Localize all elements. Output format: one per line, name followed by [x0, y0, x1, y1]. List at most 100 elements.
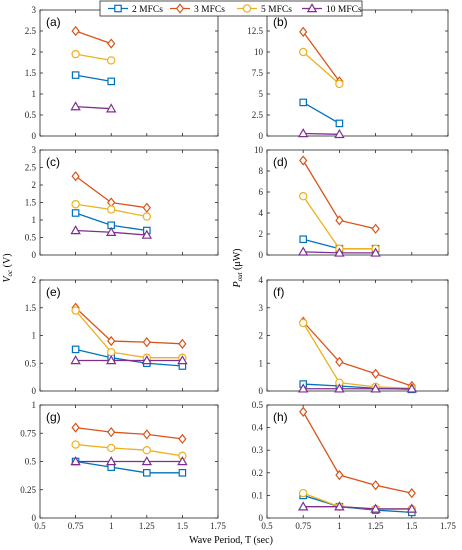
y-tick-label: 10 [254, 145, 264, 155]
data-point [71, 440, 80, 449]
data-point [105, 355, 117, 365]
data-point [142, 202, 151, 213]
data-point [335, 356, 344, 368]
data-point [141, 229, 153, 239]
y-tick-label: 0.2 [252, 468, 263, 478]
legend-box [99, 0, 363, 17]
y-tick-label: 3 [259, 303, 264, 313]
series-10-mfcs [297, 501, 418, 513]
y-tick-label: 2 [32, 275, 37, 285]
y-tick-label: 2.5 [252, 110, 264, 120]
series-line [75, 460, 183, 474]
series-line [303, 132, 340, 135]
legend-item-3-mfcs: 3 MFCs [170, 3, 225, 15]
data-point [299, 26, 308, 38]
series-5-mfcs [71, 440, 187, 461]
y-tick-label: 2 [259, 229, 264, 239]
y-tick-label: 1 [32, 215, 37, 225]
legend-marker [306, 3, 318, 13]
data-point [177, 355, 188, 365]
x-tick-label: 0.75 [68, 521, 84, 531]
y-tick-label: 12.5 [247, 26, 263, 36]
panel-e: 0 0.5 1 1.5 2 (e) [25, 275, 219, 396]
y-axis-label-right: Pout (μW) [232, 248, 244, 288]
x-tick-label: 1.75 [210, 521, 226, 531]
data-point [71, 25, 80, 37]
x-tick-label: 0.75 [295, 521, 311, 531]
series-10-mfcs [297, 128, 345, 139]
y-tick-label: 0.5 [25, 110, 37, 120]
y-tick-label: 1.5 [25, 68, 37, 78]
data-point [297, 128, 309, 138]
y-tick-label: 0 [32, 250, 37, 260]
data-point [105, 103, 117, 113]
y-tick-label: 0 [32, 131, 37, 141]
series-line [303, 506, 412, 510]
series-10-mfcs [70, 355, 188, 365]
data-point [370, 383, 381, 393]
data-point [407, 487, 416, 499]
y-tick-label: 0 [259, 513, 264, 523]
series-5-mfcs [299, 47, 344, 89]
x-tick-label: 1.25 [368, 521, 384, 531]
series-3-mfcs [299, 406, 416, 499]
y-tick-label: 6 [259, 187, 264, 197]
legend-label: 2 MFCs [132, 5, 163, 15]
data-point [297, 246, 309, 256]
panel-c: 0 0.5 1 1.5 2 2.5 3 (c) [25, 145, 219, 260]
data-point [178, 469, 187, 477]
data-point [71, 49, 80, 59]
data-point [71, 171, 80, 182]
legend-marker [114, 4, 122, 13]
y-tick-label: 0 [259, 131, 264, 141]
data-point [299, 488, 308, 498]
data-point [406, 503, 418, 513]
data-point [106, 205, 116, 214]
y-axis-label-left: Voc (V) [2, 253, 14, 282]
series-3-mfcs [299, 26, 344, 87]
data-point [335, 119, 344, 128]
axes-box-d [266, 149, 449, 256]
data-point [178, 433, 187, 445]
panel-label: (c) [46, 155, 60, 169]
y-tick-label: 2.5 [25, 26, 37, 36]
legend-marker [242, 4, 252, 13]
data-point [105, 226, 117, 236]
y-tick-label: 3 [32, 145, 37, 155]
data-point [297, 383, 309, 393]
legend-label: 3 MFCs [194, 5, 225, 15]
series-line [75, 443, 183, 457]
data-point [107, 335, 116, 347]
panel-f: 0 1 2 3 4 (f) [259, 275, 449, 396]
axes-box-c [39, 149, 219, 256]
data-point [142, 429, 151, 440]
y-tick-label: 10 [254, 47, 264, 57]
y-tick-label: 0.5 [25, 233, 37, 243]
data-point [105, 456, 117, 466]
axes-box-f [266, 279, 449, 392]
series-10-mfcs [70, 456, 188, 466]
series-10-mfcs [70, 225, 153, 239]
y-tick-label: 1.5 [25, 303, 37, 313]
series-3-mfcs [71, 422, 187, 445]
data-point [371, 223, 380, 234]
y-tick-label: 8 [259, 166, 264, 176]
series-line [302, 411, 412, 494]
data-point [299, 98, 308, 107]
y-tick-label: 1 [259, 358, 264, 368]
panel-label: (e) [46, 285, 61, 299]
data-point [370, 247, 381, 257]
y-tick-label: 0 [32, 386, 37, 396]
legend-label: 10 MFCs [326, 5, 362, 15]
legend-marker [175, 3, 185, 14]
data-point [299, 318, 308, 328]
series-line [75, 105, 112, 110]
y-tick-label: 4 [259, 275, 264, 285]
data-point [297, 501, 309, 511]
data-point [334, 383, 345, 393]
data-point [177, 456, 188, 466]
data-point [141, 456, 153, 466]
y-tick-label: 0.5 [25, 457, 37, 467]
data-point [178, 338, 187, 349]
data-point [71, 209, 80, 217]
